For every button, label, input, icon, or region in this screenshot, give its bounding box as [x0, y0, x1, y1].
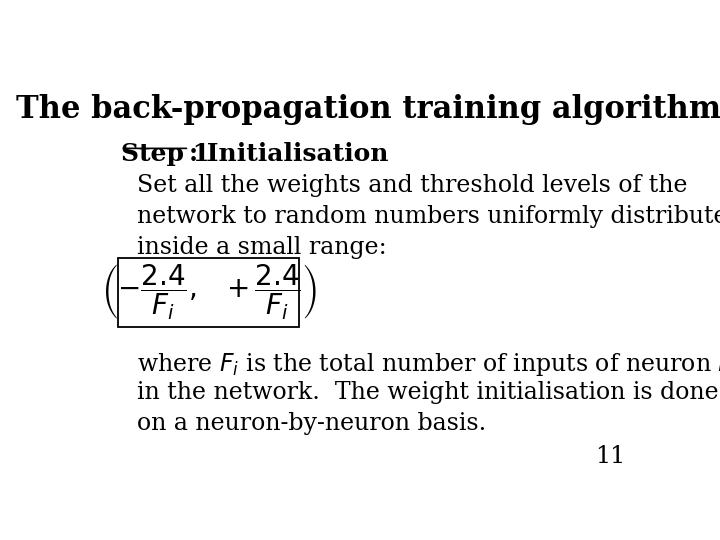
Text: on a neuron-by-neuron basis.: on a neuron-by-neuron basis. — [138, 412, 487, 435]
Text: in the network.  The weight initialisation is done: in the network. The weight initialisatio… — [138, 381, 719, 404]
Text: 11: 11 — [595, 445, 626, 468]
Text: inside a small range:: inside a small range: — [138, 236, 387, 259]
Text: $\left( -\dfrac{2.4}{F_i},\ \ +\dfrac{2.4}{F_i} \right)$: $\left( -\dfrac{2.4}{F_i},\ \ +\dfrac{2.… — [101, 263, 317, 322]
Text: : Initialisation: : Initialisation — [189, 141, 389, 166]
FancyBboxPatch shape — [118, 258, 300, 327]
Text: The back-propagation training algorithm: The back-propagation training algorithm — [17, 94, 720, 125]
Text: Set all the weights and threshold levels of the: Set all the weights and threshold levels… — [138, 174, 688, 197]
Text: network to random numbers uniformly distributed: network to random numbers uniformly dist… — [138, 205, 720, 228]
Text: Step 1: Step 1 — [121, 141, 210, 166]
Text: where $F_i$ is the total number of inputs of neuron $i$: where $F_i$ is the total number of input… — [138, 349, 720, 377]
